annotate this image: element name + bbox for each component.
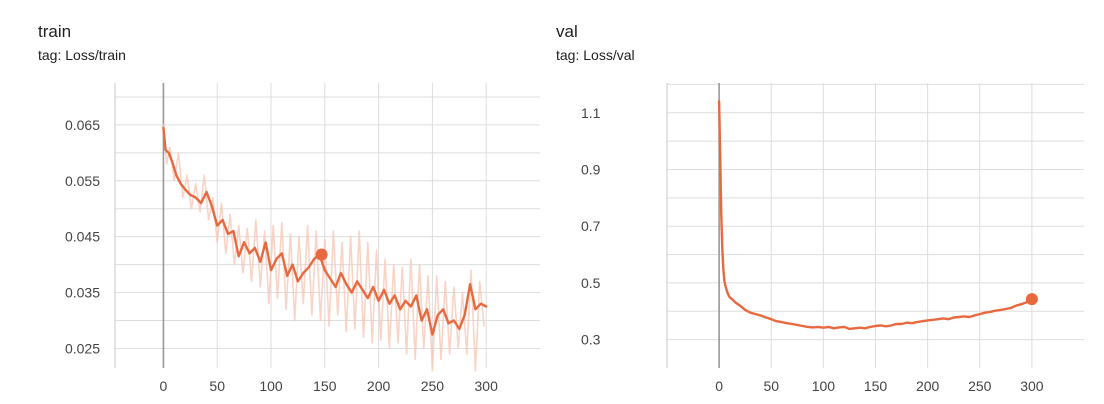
val-chart-title: val [556,22,578,41]
val-ytick-label: 0.9 [581,161,601,177]
train-loss-plot[interactable]: 0 50 100 150 200 250 300 0.025 0.035 0.045 0.055 0.… [0,0,545,404]
val-chart-panel: val tag: Loss/val 0 50 100 150 200 250 300 0.3 0… [552,0,1104,404]
train-xtick-label: 150 [313,378,337,394]
train-ytick-label: 0.065 [65,117,100,133]
val-smoothed-series-line [717,100,1034,331]
train-xtick-label: 50 [209,378,225,394]
val-loss-plot[interactable]: 0 50 100 150 200 250 300 0.3 0.5 0.7 0.9 1.1 [552,0,1104,404]
val-xtick-label: 200 [916,378,940,394]
val-xtick-label: 100 [812,378,836,394]
train-xtick-label: 250 [421,378,445,394]
train-ytick-label: 0.025 [65,340,100,356]
val-xtick-label: 0 [715,378,723,394]
val-chart-tag: tag: Loss/val [556,47,635,63]
train-raw-series-line [162,124,485,372]
val-hover-marker [1025,293,1038,306]
train-hover-marker [315,248,328,261]
train-xtick-label: 100 [259,378,283,394]
train-chart-tag: tag: Loss/train [38,47,126,63]
val-ytick-label: 0.5 [581,275,601,291]
val-xtick-label: 150 [864,378,888,394]
val-xtick-label: 50 [763,378,779,394]
val-ytick-label: 0.7 [581,218,601,234]
val-ytick-label: 1.1 [581,105,601,121]
val-xtick-label: 250 [968,378,992,394]
train-xtick-label: 200 [367,378,391,394]
val-xtick-label: 300 [1020,378,1044,394]
train-ytick-label: 0.055 [65,173,100,189]
train-chart-title: train [38,22,72,41]
train-xtick-label: 0 [160,378,168,394]
val-ytick-label: 0.3 [581,332,601,348]
train-ytick-label: 0.045 [65,229,100,245]
train-chart-panel: train tag: Loss/train 0 50 100 150 200 250 300… [0,0,545,404]
train-xtick-label: 300 [475,378,499,394]
train-ytick-label: 0.035 [65,285,100,301]
